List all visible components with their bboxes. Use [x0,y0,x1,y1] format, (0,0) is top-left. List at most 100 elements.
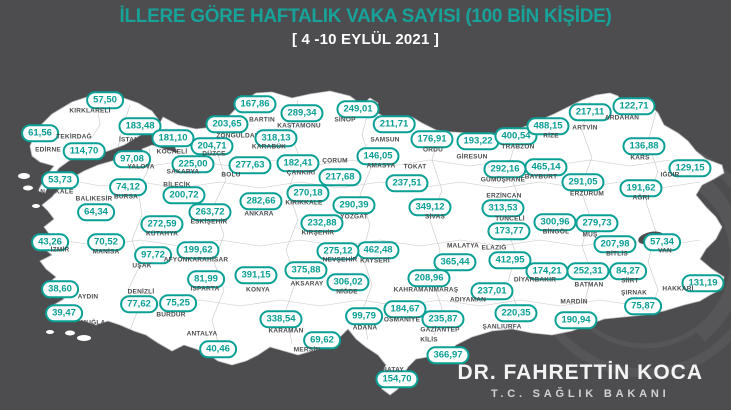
province-label: UŞAK [132,262,152,270]
province-label: KIRŞEHİR [301,229,335,237]
province-label: BİLECİK [163,181,191,189]
province-badge: 70,52 [87,233,125,251]
province-badge: 174,21 [525,262,569,280]
province-badge: 275,12 [316,242,360,260]
province-badge: 306,02 [326,273,370,291]
province-label: BURSA [113,193,139,201]
province-label: KASTAMONU [277,122,321,130]
province-label: AFYONKARAHİSAR [163,256,229,264]
province-label: BATMAN [574,281,604,289]
province-badge: 217,11 [568,103,612,121]
province-badge: 38,60 [41,280,79,298]
province-badge: 146,05 [356,147,400,165]
province-label: AKSARAY [290,280,324,288]
province-badge: 318,13 [254,129,298,147]
province-label: NİĞDE [336,288,358,296]
province-label: KİLİS [420,336,438,344]
province-label: SİVAS [424,213,446,221]
province-label: HATAY [382,366,404,374]
aegean-islands [18,173,91,341]
province-badge: 225,00 [171,155,215,173]
province-badge: 292,16 [483,160,527,178]
province-label: AYDIN [77,293,99,301]
province-label: GAZİANTEP [420,326,460,334]
province-label: BİNGÖL [542,228,570,236]
province-label: ADANA [352,324,378,332]
province-label: ELAZIĞ [481,244,507,252]
province-label: HAKKARİ [662,285,694,293]
province-badge: 207,98 [593,235,637,253]
province-badge: 400,54 [494,127,538,145]
province-label: ANKARA [244,210,274,218]
province-label: KAYSERİ [360,257,390,265]
province-label: KARS [630,154,650,162]
province-badge: 154,70 [375,370,419,388]
province-label: DİYARBAKIR [513,276,557,284]
date-range-subtitle: [ 4 -10 EYLÜL 2021 ] [291,31,440,48]
province-label: RİZE [543,132,559,140]
province-label: AMASYA [366,162,396,170]
province-badge: 199,62 [176,241,220,259]
province-label: İSTANBUL [119,136,153,144]
province-label: ESKİŞEHİR [190,218,228,226]
province-label: BURDUR [156,311,186,319]
province-badge: 193,22 [456,132,500,150]
province-badge: 412,95 [488,251,532,269]
province-badge: 181,10 [151,129,195,147]
province-label: KÜTAHYA [145,230,179,238]
province-badge: 249,01 [336,100,380,118]
province-badge: 289,34 [280,104,324,122]
province-label: MUŞ [582,231,598,239]
province-label: KAHRAMANMARAŞ [393,286,459,294]
province-badge: 97,72 [134,246,172,264]
province-badge: 131,19 [681,274,725,292]
province-label: MANİSA [92,248,120,256]
province-label: İZMİR [50,246,70,254]
province-badge: 167,86 [233,95,277,113]
province-badge: 81,99 [187,270,225,288]
province-label: TEKİRDAĞ [56,133,92,141]
province-label: TRABZON [501,143,535,151]
province-badge: 365,44 [433,253,477,271]
province-badge: 488,15 [526,117,570,135]
province-badge: 349,12 [408,198,452,216]
province-label: ADIYAMAN [449,296,487,304]
province-label: BARTIN [249,116,275,124]
province-label: BİTLİS [606,250,628,258]
province-label: KOCAELİ [156,148,188,156]
province-label: ŞANLIURFA [482,323,522,331]
province-label: KIRIKKALE [285,199,323,207]
province-badge: 75,25 [159,294,197,312]
province-badge: 375,88 [284,261,328,279]
province-label: ERZURUM [570,190,604,198]
province-label: KIRKLARELİ [69,107,111,115]
province-badge: 97,08 [113,150,151,168]
province-badge: 39,47 [45,304,83,322]
province-badge: 57,50 [86,91,124,109]
province-badge: 114,70 [62,142,106,160]
province-label: DENİZLİ [127,288,155,296]
province-badge: 232,88 [300,214,344,232]
province-label: VAN [658,247,672,255]
province-badge: 208,96 [407,269,451,287]
province-badge: 176,91 [410,130,454,148]
province-label: ANTALYA [186,330,218,338]
province-badge: 263,72 [188,203,232,221]
province-label: IĞDIR [660,171,680,179]
province-label: AĞRI [632,194,650,202]
province-badge: 75,87 [624,297,662,315]
province-badge: 391,15 [234,266,278,284]
province-badge: 366,97 [426,346,470,364]
province-badge: 136,88 [622,137,666,155]
page-title: İLLERE GÖRE HAFTALIK VAKA SAYISI (100 Bİ… [119,6,612,27]
province-label: OSMANİYE [383,316,421,324]
province-badge: 313,53 [481,199,525,217]
province-badge: 84,27 [609,262,647,280]
signature-block: DR. FAHRETTİN KOCA T.C. SAĞLIK BAKANI [458,361,704,400]
province-label: SAKARYA [166,168,200,176]
province-badge: 235,87 [421,310,465,328]
province-badge: 53,73 [41,171,79,189]
province-badge: 69,62 [303,331,341,349]
province-badge: 191,62 [619,179,663,197]
